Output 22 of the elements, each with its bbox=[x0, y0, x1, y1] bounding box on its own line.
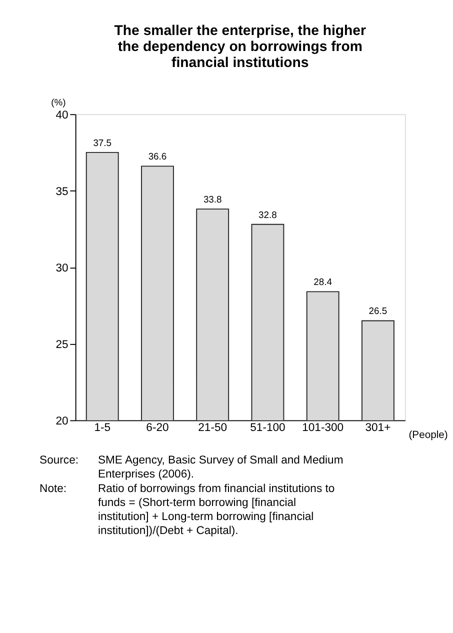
y-tick-label: 30 bbox=[56, 262, 68, 274]
x-tick-label: 21-50 bbox=[198, 422, 228, 434]
chart-title: The smaller the enterprise, the higher the dependency on borrowings from financial institutions bbox=[114, 22, 366, 70]
y-tick-label: 40 bbox=[56, 109, 68, 122]
data-label: 33.8 bbox=[203, 193, 222, 204]
x-tick-label: 301+ bbox=[365, 422, 392, 434]
y-tick-label: 20 bbox=[56, 415, 68, 428]
x-tick-label: 6-20 bbox=[146, 422, 169, 434]
x-tick-label: 1-5 bbox=[94, 422, 111, 434]
data-label: 36.6 bbox=[148, 150, 167, 162]
data-label: 37.5 bbox=[93, 136, 112, 148]
x-axis-title: (People) bbox=[408, 430, 448, 442]
text: Source: SME Agency, Basic Survey of Small and Medium Enterprises (2006). bbox=[40, 454, 344, 481]
x-tick-label: 51-100 bbox=[250, 422, 286, 434]
y-tick-label: 25 bbox=[56, 338, 68, 351]
x-tick-label: 101-300 bbox=[302, 422, 344, 434]
text: Note: Ratio of borrowings from financial institutions to funds = (Short-term borrowing [financial institution] + Long-term borrowing [financial institution])/(Debt + Capital). bbox=[40, 482, 335, 538]
data-label: 26.5 bbox=[368, 305, 388, 316]
y-axis-title: (%) bbox=[51, 96, 66, 108]
data-label: 32.8 bbox=[258, 208, 277, 220]
y-tick-label: 35 bbox=[56, 186, 68, 198]
data-label: 28.4 bbox=[314, 276, 332, 288]
